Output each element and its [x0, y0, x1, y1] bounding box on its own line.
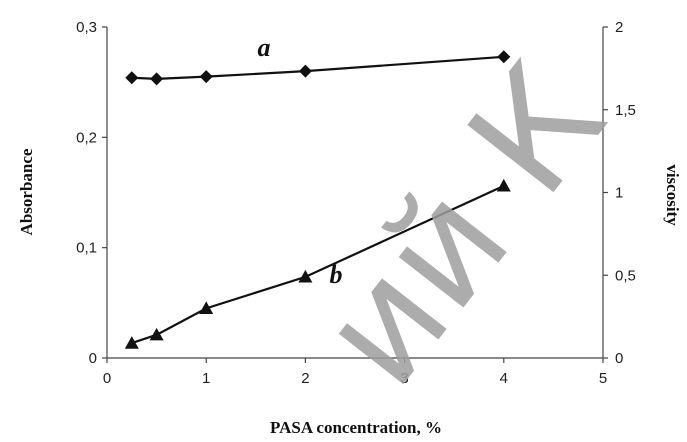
- series-label-b: b: [330, 260, 343, 289]
- y-right-tick-label: 2: [615, 19, 623, 36]
- x-tick-label: 2: [301, 370, 309, 387]
- y-right-tick-label: 0: [615, 350, 623, 367]
- data-point-a: [125, 71, 139, 85]
- data-point-b: [124, 336, 139, 349]
- y-right-tick-label: 1,5: [615, 102, 636, 119]
- ticks: 0 1 2 3 4 500,10,20,300,511,52: [76, 19, 636, 387]
- x-tick-label: 3: [400, 370, 408, 387]
- data-point-a: [298, 64, 312, 78]
- x-tick-label: 5: [599, 370, 607, 387]
- data-point-b: [496, 178, 511, 192]
- data-point-b: [149, 327, 164, 341]
- series-line-a: [131, 55, 504, 80]
- data-point-a: [497, 50, 511, 64]
- y-right-tick-label: 1: [615, 185, 623, 202]
- data-point-b: [298, 269, 313, 283]
- watermark: ий К: [286, 35, 638, 417]
- y-left-tick-label: 0,2: [76, 129, 97, 146]
- y-left-tick-label: 0: [89, 350, 97, 367]
- series-label-a: a: [258, 33, 271, 62]
- x-tick-label: 0: [103, 370, 111, 387]
- y-left-tick-label: 0,3: [76, 19, 97, 36]
- data-point-b: [199, 301, 214, 314]
- y-left-tick-label: 0,1: [76, 240, 97, 257]
- markers: [124, 50, 511, 349]
- data-point-a: [150, 72, 164, 86]
- data-point-a: [199, 70, 213, 84]
- x-tick-label: 1: [202, 370, 210, 387]
- y-left-axis-title: Absorbance: [17, 148, 36, 235]
- x-axis-title: PASA concentration, %: [270, 418, 442, 437]
- x-tick-label: 4: [500, 370, 508, 387]
- y-right-axis-title: viscosity: [663, 164, 682, 226]
- y-right-tick-label: 0,5: [615, 267, 636, 284]
